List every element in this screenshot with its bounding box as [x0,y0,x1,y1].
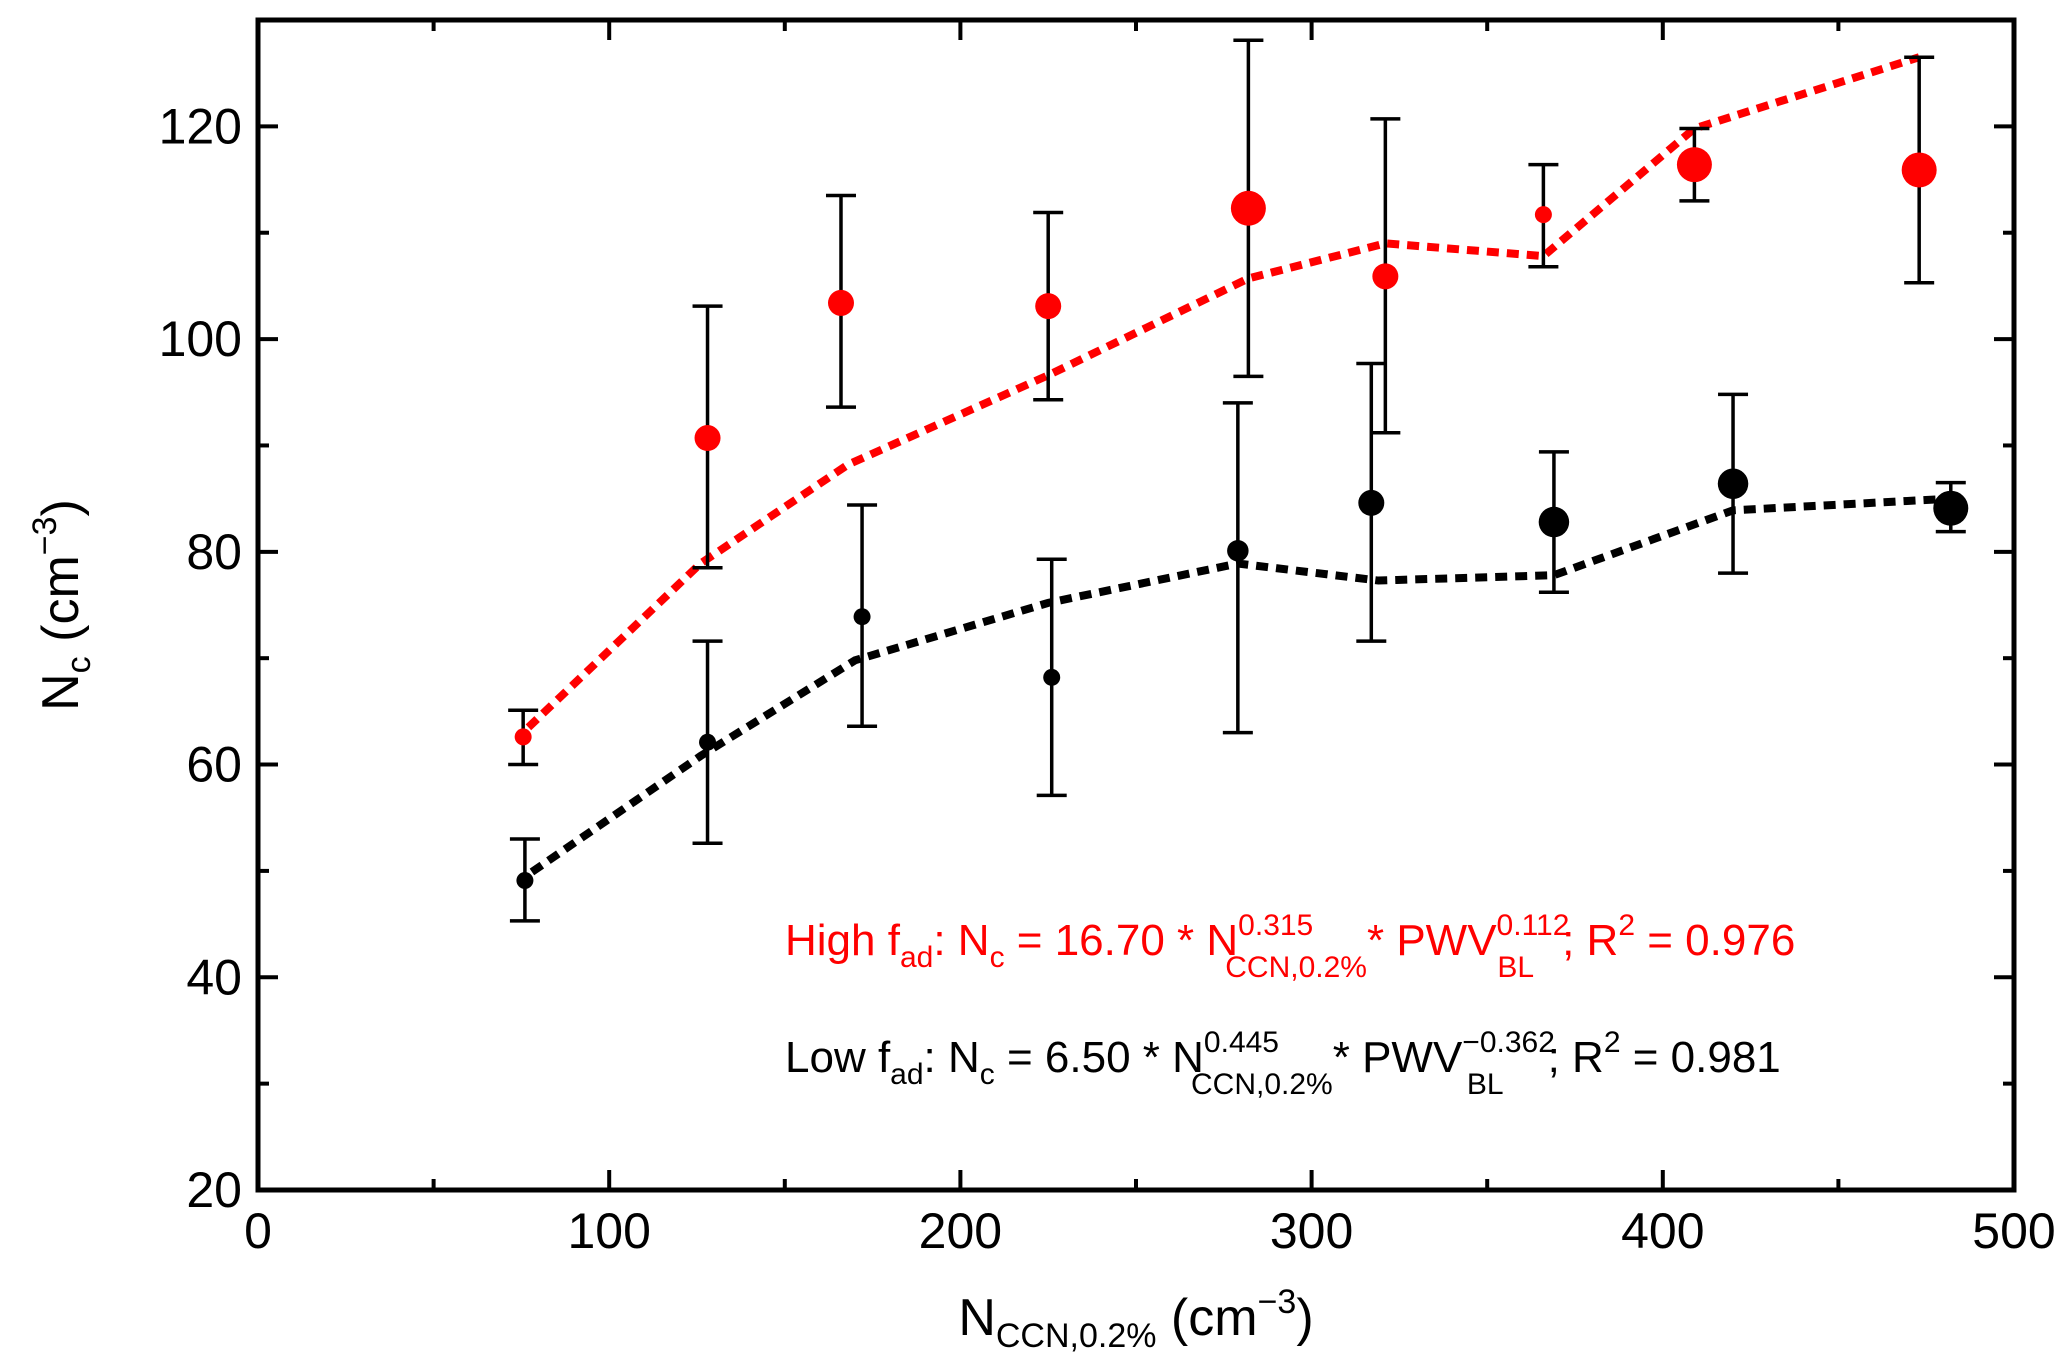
data-point [853,608,871,626]
fit-line [525,53,1921,731]
annotation-low-fad: Low fad: Nc = 6.50 * N0.445 CCN,0.2%* PWV… [785,1026,1781,1101]
data-point [1538,506,1570,538]
x-tick-label: 400 [1621,1203,1704,1259]
y-tick-label: 100 [159,311,242,367]
x-tick-label: 100 [567,1203,650,1259]
x-axis-label: NCCN,0.2% (cm−3) [958,1283,1313,1355]
data-point [694,425,721,452]
data-point [1676,147,1712,183]
y-axis-label: Nc (cm−3) [26,499,98,711]
data-point [514,728,532,746]
series-high-fad [508,38,1937,767]
x-tick-label: 200 [919,1203,1002,1259]
data-point [1933,490,1969,526]
y-tick-label: 20 [186,1162,242,1218]
y-tick-label: 40 [186,949,242,1005]
data-point [699,733,717,751]
x-tick-label: 300 [1270,1203,1353,1259]
y-tick-label: 60 [186,737,242,793]
data-point [1230,190,1266,226]
data-point [1901,152,1937,188]
y-tick-label: 80 [186,524,242,580]
data-point [1227,540,1249,562]
x-tick-label: 0 [244,1203,272,1259]
data-point [1358,489,1385,516]
y-tick-label: 120 [159,98,242,154]
data-point [1717,468,1749,499]
series-low-fad [509,361,1969,923]
data-point [1043,668,1061,686]
plot-frame [255,17,2017,1193]
annotation-high-fad: High fad: Nc = 16.70 * N0.315 CCN,0.2%* P… [785,909,1795,984]
data-point [1035,293,1062,320]
data-point [1534,206,1552,224]
data-point [827,289,854,316]
x-tick-label: 500 [1972,1203,2055,1259]
data-point [516,871,534,889]
data-point [1372,263,1399,290]
